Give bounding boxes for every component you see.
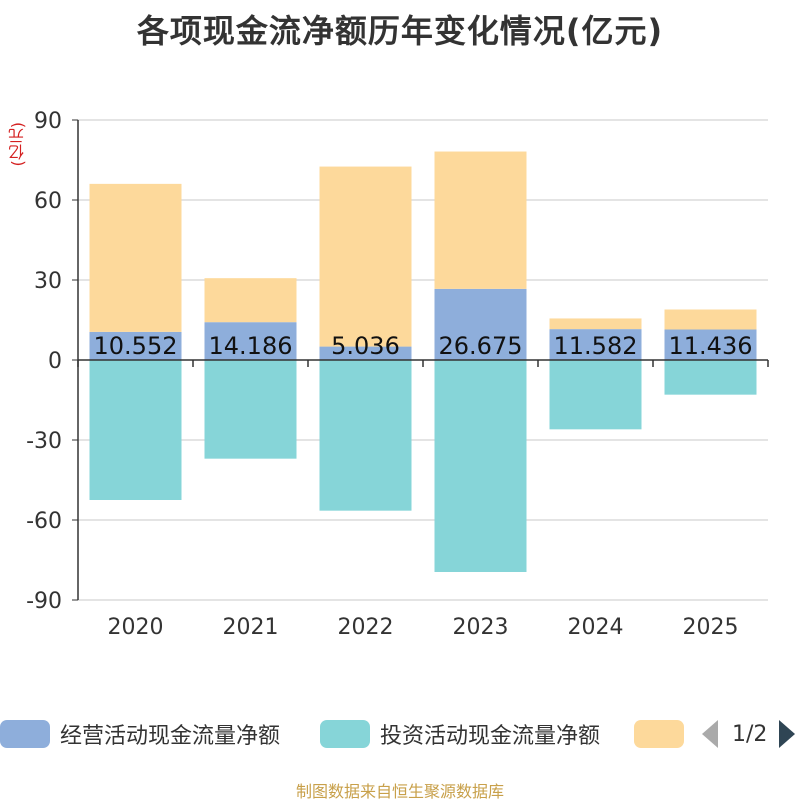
legend-swatch-operating xyxy=(0,720,50,748)
y-tick-label-30: 30 xyxy=(34,269,62,294)
data-source-note: 制图数据来自恒生聚源数据库 xyxy=(295,782,504,801)
legend: 经营活动现金流量净额 投资活动现金流量净额 xyxy=(0,716,800,752)
data-label-2025: 11.436 xyxy=(669,332,753,360)
chart-title: 各项现金流净额历年变化情况(亿元) xyxy=(136,12,664,50)
bar-2023-series-2 xyxy=(434,151,527,289)
x-tick-label-2024: 2024 xyxy=(568,615,624,640)
y-tick-label-0: 0 xyxy=(48,349,62,374)
data-label-2020: 10.552 xyxy=(94,332,178,360)
legend-swatch-investing xyxy=(320,720,370,748)
y-tick-label-90: 90 xyxy=(34,109,62,134)
data-label-2022: 5.036 xyxy=(331,332,400,360)
x-tick-label-2025: 2025 xyxy=(683,615,739,640)
pager-page-text: 1/2 xyxy=(732,721,768,747)
bar-chart: 90 60 30 0 -30 -60 -90 2020 2021 2022 2023 2024 2025… xyxy=(26,109,769,640)
legend-swatch-third xyxy=(634,720,684,748)
bars xyxy=(89,151,757,572)
legend-pager: 1/2 xyxy=(702,716,796,752)
pager-prev-icon[interactable] xyxy=(702,720,718,748)
bar-2024-series-2 xyxy=(549,318,642,330)
legend-item-investing[interactable]: 投资活动现金流量净额 xyxy=(320,716,600,752)
x-tick-label-2022: 2022 xyxy=(338,615,394,640)
data-label-2023: 26.675 xyxy=(439,332,523,360)
y-tick-label--30: -30 xyxy=(26,429,62,454)
bar-2023-series-1 xyxy=(434,360,527,572)
x-tick-label-2020: 2020 xyxy=(108,615,164,640)
axes: 90 60 30 0 -30 -60 -90 2020 2021 2022 2023 2024 2025 xyxy=(26,109,769,640)
legend-label-investing: 投资活动现金流量净额 xyxy=(380,724,601,749)
data-label-2021: 14.186 xyxy=(209,332,293,360)
y-tick-label--90: -90 xyxy=(26,589,62,614)
bar-2024-series-1 xyxy=(549,360,642,430)
bar-2022-series-2 xyxy=(319,166,412,347)
bar-2025-series-0 xyxy=(664,329,757,360)
bar-2025-series-1 xyxy=(664,360,757,395)
data-labels: 10.552 14.186 5.036 26.675 11.582 11.436 xyxy=(94,332,753,360)
x-tick-label-2023: 2023 xyxy=(453,615,509,640)
bar-2021-series-2 xyxy=(204,278,297,323)
legend-item-operating[interactable]: 经营活动现金流量净额 xyxy=(0,716,280,752)
data-label-2024: 11.582 xyxy=(554,332,638,360)
bar-2022-series-0 xyxy=(319,346,412,360)
bar-2023-series-0 xyxy=(434,288,527,360)
y-tick-label--60: -60 xyxy=(26,509,62,534)
y-tick-label-60: 60 xyxy=(34,189,62,214)
x-tick-label-2021: 2021 xyxy=(223,615,279,640)
bar-2020-series-0 xyxy=(89,331,182,360)
bar-2024-series-0 xyxy=(549,329,642,360)
pager-next-icon[interactable] xyxy=(779,720,796,748)
grid-lines xyxy=(78,119,768,601)
bar-2020-series-1 xyxy=(89,360,182,500)
legend-label-operating: 经营活动现金流量净额 xyxy=(60,724,281,749)
bar-2021-series-0 xyxy=(204,322,297,360)
bar-2020-series-2 xyxy=(89,183,182,332)
bar-2022-series-1 xyxy=(319,360,412,511)
bar-2025-series-2 xyxy=(664,309,757,330)
legend-item-third[interactable] xyxy=(634,716,694,752)
bar-2021-series-1 xyxy=(204,360,297,459)
